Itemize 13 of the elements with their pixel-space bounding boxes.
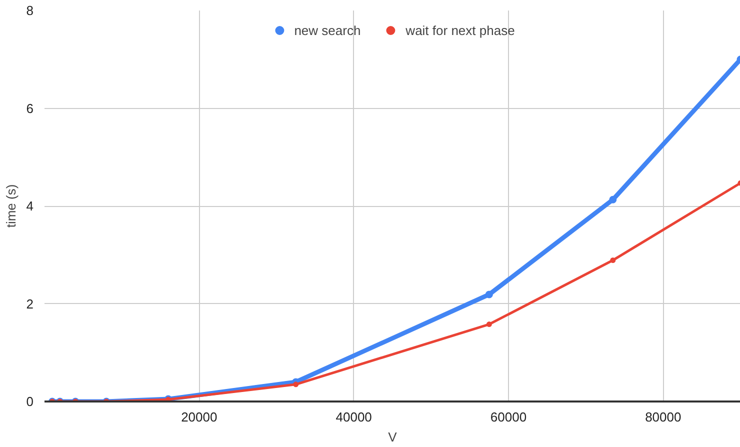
legend-label: new search — [294, 22, 361, 38]
y-tick-label: 4 — [26, 198, 34, 214]
legend-label: wait for next phase — [406, 22, 515, 38]
x-tick-label: 80000 — [645, 410, 682, 424]
y-tick-label: 2 — [26, 296, 34, 312]
y-tick-label: 0 — [26, 394, 34, 409]
x-axis-title: V — [388, 430, 398, 444]
y-tick-label: 6 — [26, 100, 34, 116]
y-axis-title: time (s) — [3, 184, 18, 228]
x-tick-label: 60000 — [490, 410, 527, 424]
y-tick-label: 8 — [26, 3, 34, 18]
x-tick-label: 20000 — [181, 410, 218, 424]
x-tick-label: 40000 — [336, 410, 372, 424]
